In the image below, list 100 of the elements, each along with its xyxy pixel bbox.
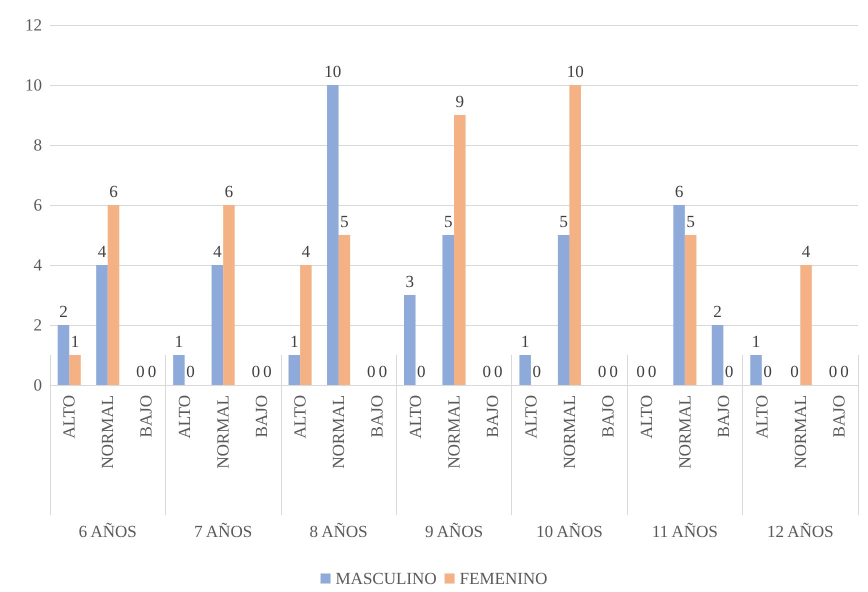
text: 9 AÑOS xyxy=(424,522,484,541)
data-label: 5 xyxy=(444,212,452,231)
x-tick-label: ALTO xyxy=(290,395,310,438)
data-label: 0 xyxy=(648,362,656,381)
bar xyxy=(338,235,350,385)
data-label: 0 xyxy=(532,362,541,381)
data-label: 0 xyxy=(828,362,838,381)
bar xyxy=(300,265,312,385)
y-tick-label: 10 xyxy=(25,76,42,94)
bar xyxy=(454,115,466,385)
x-tick-label: ALTO xyxy=(406,395,426,438)
x-tick-label: NORMAL xyxy=(560,395,579,469)
data-label: 0 xyxy=(482,362,491,381)
y-tick-label: 4 xyxy=(34,256,42,274)
data-label: 0 xyxy=(186,362,195,381)
x-tick-label: BAJO xyxy=(598,395,618,438)
bar xyxy=(673,205,685,385)
data-label: 0 xyxy=(636,362,645,381)
x-tick-label: ALTO xyxy=(521,395,540,438)
bar xyxy=(750,355,762,385)
x-tick-label: BAJO xyxy=(136,395,156,438)
data-label: 10 xyxy=(566,62,584,81)
data-label: 0 xyxy=(417,362,426,381)
bar xyxy=(404,295,416,385)
data-label: 4 xyxy=(98,242,107,261)
x-tick-label: NORMAL xyxy=(329,395,348,469)
x-tick-label: BAJO xyxy=(714,395,733,438)
data-label: 6 xyxy=(674,182,684,201)
text: 12 AÑOS xyxy=(766,522,834,541)
bar xyxy=(223,205,235,385)
data-label: 0 xyxy=(598,362,606,381)
text: 8 AÑOS xyxy=(310,522,368,541)
x-tick-label: ALTO xyxy=(636,395,656,438)
data-label: 0 xyxy=(136,362,145,381)
data-label: 0 xyxy=(378,362,388,381)
data-label: 0 xyxy=(252,362,260,381)
x-tick-label: NORMAL xyxy=(98,395,118,469)
bar xyxy=(212,265,224,385)
y-tick-label: 12 xyxy=(25,16,42,34)
data-label: 5 xyxy=(559,212,568,231)
data-label: 3 xyxy=(406,272,414,291)
data-label: 5 xyxy=(340,212,349,231)
data-label: 6 xyxy=(224,182,234,201)
data-label: 5 xyxy=(686,212,695,231)
x-tick-label: NORMAL xyxy=(214,395,233,469)
bar xyxy=(558,235,570,385)
data-label: 0 xyxy=(367,362,376,381)
x-tick-label: ALTO xyxy=(60,395,79,438)
y-tick-label: 2 xyxy=(34,316,42,334)
data-label: 2 xyxy=(59,302,68,321)
legend-label: MASCULINO xyxy=(336,569,437,588)
x-tick-label: NORMAL xyxy=(790,395,810,469)
bar xyxy=(58,325,70,385)
data-label: 2 xyxy=(713,302,722,321)
bar xyxy=(173,355,185,385)
data-label: 0 xyxy=(763,362,772,381)
bar xyxy=(800,265,812,385)
data-label: 4 xyxy=(802,242,811,261)
data-label: 9 xyxy=(456,92,464,111)
bar xyxy=(327,85,339,385)
data-label: 4 xyxy=(302,242,311,261)
x-tick-label: NORMAL xyxy=(675,395,694,469)
x-tick-label: BAJO xyxy=(482,395,502,438)
data-label: 0 xyxy=(790,362,799,381)
data-label: 1 xyxy=(70,332,80,351)
x-tick-label: NORMAL xyxy=(444,395,464,469)
text: 6 AÑOS xyxy=(78,522,137,541)
text: 7 AÑOS xyxy=(194,522,252,541)
data-label: 1 xyxy=(752,332,760,351)
bar xyxy=(569,85,581,385)
data-label: 0 xyxy=(148,362,156,381)
bar xyxy=(108,205,120,385)
data-label: 1 xyxy=(520,332,530,351)
bar xyxy=(684,235,696,385)
bar xyxy=(519,355,531,385)
bar xyxy=(96,265,108,385)
y-tick-label: 6 xyxy=(34,196,42,214)
x-tick-label: BAJO xyxy=(829,395,848,438)
data-label: 1 xyxy=(290,332,299,351)
data-label: 6 xyxy=(109,182,118,201)
data-label: 0 xyxy=(494,362,502,381)
data-label: 4 xyxy=(213,242,222,261)
data-label: 0 xyxy=(263,362,272,381)
bar xyxy=(712,325,724,385)
x-tick-label: BAJO xyxy=(368,395,387,438)
data-label: 0 xyxy=(724,362,734,381)
data-label: 0 xyxy=(609,362,618,381)
bar xyxy=(69,355,81,385)
y-tick-label: 8 xyxy=(34,136,42,154)
legend-label: FEMENINO xyxy=(460,569,548,588)
bar xyxy=(442,235,454,385)
data-label: 0 xyxy=(840,362,849,381)
x-tick-label: ALTO xyxy=(175,395,194,438)
data-label: 10 xyxy=(324,62,342,81)
data-label: 1 xyxy=(174,332,184,351)
bar xyxy=(288,355,300,385)
text: 11 AÑOS xyxy=(652,522,718,541)
text: 10 AÑOS xyxy=(536,522,603,541)
x-tick-label: ALTO xyxy=(752,395,772,438)
x-tick-label: BAJO xyxy=(252,395,272,438)
